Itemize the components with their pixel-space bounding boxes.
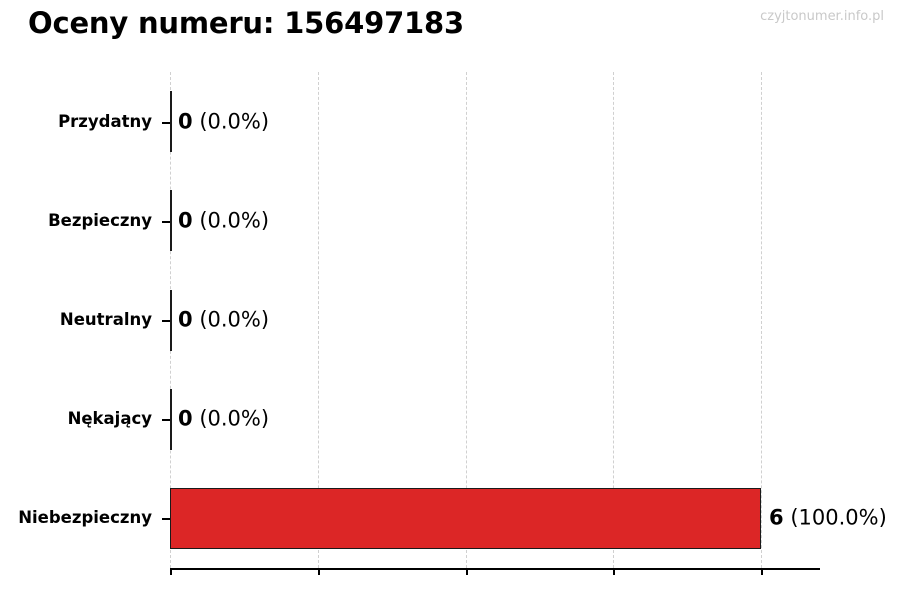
y-axis-tick-0 [162,121,170,124]
bar-bezpieczny[interactable] [170,190,172,252]
x-axis-tick-1 [317,568,320,575]
bar-niebezpieczny[interactable] [170,487,761,549]
x-axis-line [170,568,820,570]
x-axis-tick-3 [613,568,616,575]
bar-value-count-2: 0 [178,307,193,332]
bar-value-percent-2: (0.0%) [199,307,270,332]
gridline-3 [613,72,615,568]
bar-value-percent-1: (0.0%) [199,208,270,233]
bar-value-label-0: 0 (0.0%) [178,111,269,132]
category-label-bezpieczny: Bezpieczny [48,210,152,230]
category-label-niebezpieczny: Niebezpieczny [18,508,152,528]
gridline-2 [465,72,467,568]
bar-value-percent-4: (100.0%) [790,505,887,530]
bar-neutralny[interactable] [170,289,172,351]
y-axis-tick-1 [162,220,170,223]
bar-value-percent-3: (0.0%) [199,406,270,431]
y-axis-tick-4 [162,518,170,521]
bar-nękający[interactable] [170,388,172,450]
category-label-przydatny: Przydatny [58,111,152,131]
bar-value-percent-0: (0.0%) [199,109,270,134]
gridline-1 [317,72,319,568]
bar-przydatny[interactable] [170,91,172,153]
watermark-site-label: czyjtonumer.info.pl [760,9,884,24]
bar-value-count-0: 0 [178,109,193,134]
bar-value-count-4: 6 [769,505,784,530]
gridline-4 [761,72,762,568]
bar-value-label-2: 0 (0.0%) [178,307,270,332]
y-axis-tick-3 [162,419,170,422]
bar-value-count-1: 0 [178,208,193,233]
bar-value-label-1: 0 (0.0%) [178,210,269,231]
x-axis-tick-4 [761,568,763,575]
category-label-neutralny: Neutralny [59,309,152,329]
bar-value-count-3: 0 [178,406,193,431]
x-axis-tick-0 [170,568,172,575]
bar-value-label-4: 6 (100.0%) [769,505,887,530]
category-label-nękający: Nękający [67,408,152,428]
bar-value-label-3: 0 (0.0%) [178,406,270,431]
x-axis-tick-2 [465,568,468,575]
y-axis-tick-2 [162,320,170,322]
page-title: Oceny numeru: 156497183 [28,6,464,40]
